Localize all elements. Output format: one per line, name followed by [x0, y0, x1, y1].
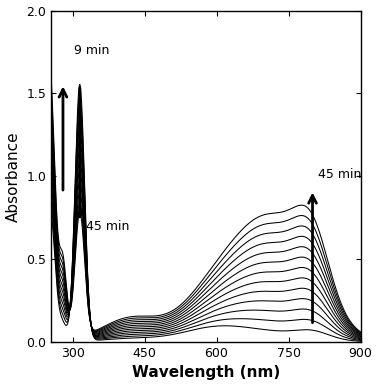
Text: 45 min: 45 min: [86, 220, 129, 232]
Text: 9 min: 9 min: [74, 44, 109, 57]
Y-axis label: Absorbance: Absorbance: [6, 131, 20, 222]
X-axis label: Wavelength (nm): Wavelength (nm): [132, 366, 280, 381]
Text: 45 min: 45 min: [318, 168, 362, 181]
